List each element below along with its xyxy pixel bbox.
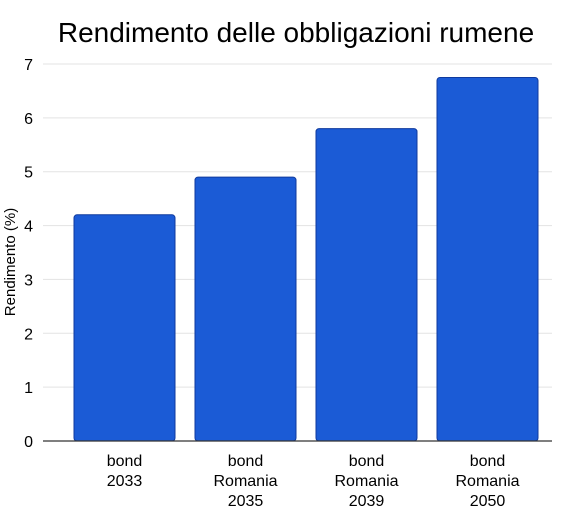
x-category-label: bond 2033 xyxy=(107,453,143,490)
x-category-label-line: Romania xyxy=(455,473,519,490)
bar xyxy=(73,214,176,442)
bar xyxy=(194,176,297,442)
bar xyxy=(315,128,418,442)
y-tick-label: 0 xyxy=(24,434,33,451)
y-tick-label: 4 xyxy=(24,219,33,236)
x-category-label-line: bond xyxy=(349,453,385,470)
x-category-label: bond Romania 2039 xyxy=(334,453,398,510)
y-tick-label: 3 xyxy=(24,272,33,289)
x-category-label-line: 2035 xyxy=(228,493,264,510)
x-category-label-line: 2050 xyxy=(470,493,506,510)
y-axis-ticks: 0 1 2 3 4 5 6 7 xyxy=(24,57,33,451)
bar xyxy=(436,76,539,442)
x-category-label-line: bond xyxy=(107,453,143,470)
x-category-label: bond Romania 2035 xyxy=(213,453,277,510)
y-tick-label: 5 xyxy=(24,165,33,182)
y-tick-label: 2 xyxy=(24,326,33,343)
bars xyxy=(73,76,539,442)
y-axis-label: Rendimento (%) xyxy=(2,208,19,316)
chart-title: Rendimento delle obbligazioni rumene xyxy=(58,17,534,48)
x-category-label-line: bond xyxy=(470,453,506,470)
x-category-label-line: Romania xyxy=(334,473,398,490)
y-tick-label: 6 xyxy=(24,111,33,128)
y-tick-label: 7 xyxy=(24,57,33,74)
x-category-label-line: 2033 xyxy=(107,473,143,490)
x-category-label-line: Romania xyxy=(213,473,277,490)
x-category-label: bond Romania 2050 xyxy=(455,453,519,510)
x-category-label-line: 2039 xyxy=(349,493,385,510)
y-tick-label: 1 xyxy=(24,380,33,397)
x-category-label-line: bond xyxy=(228,453,264,470)
